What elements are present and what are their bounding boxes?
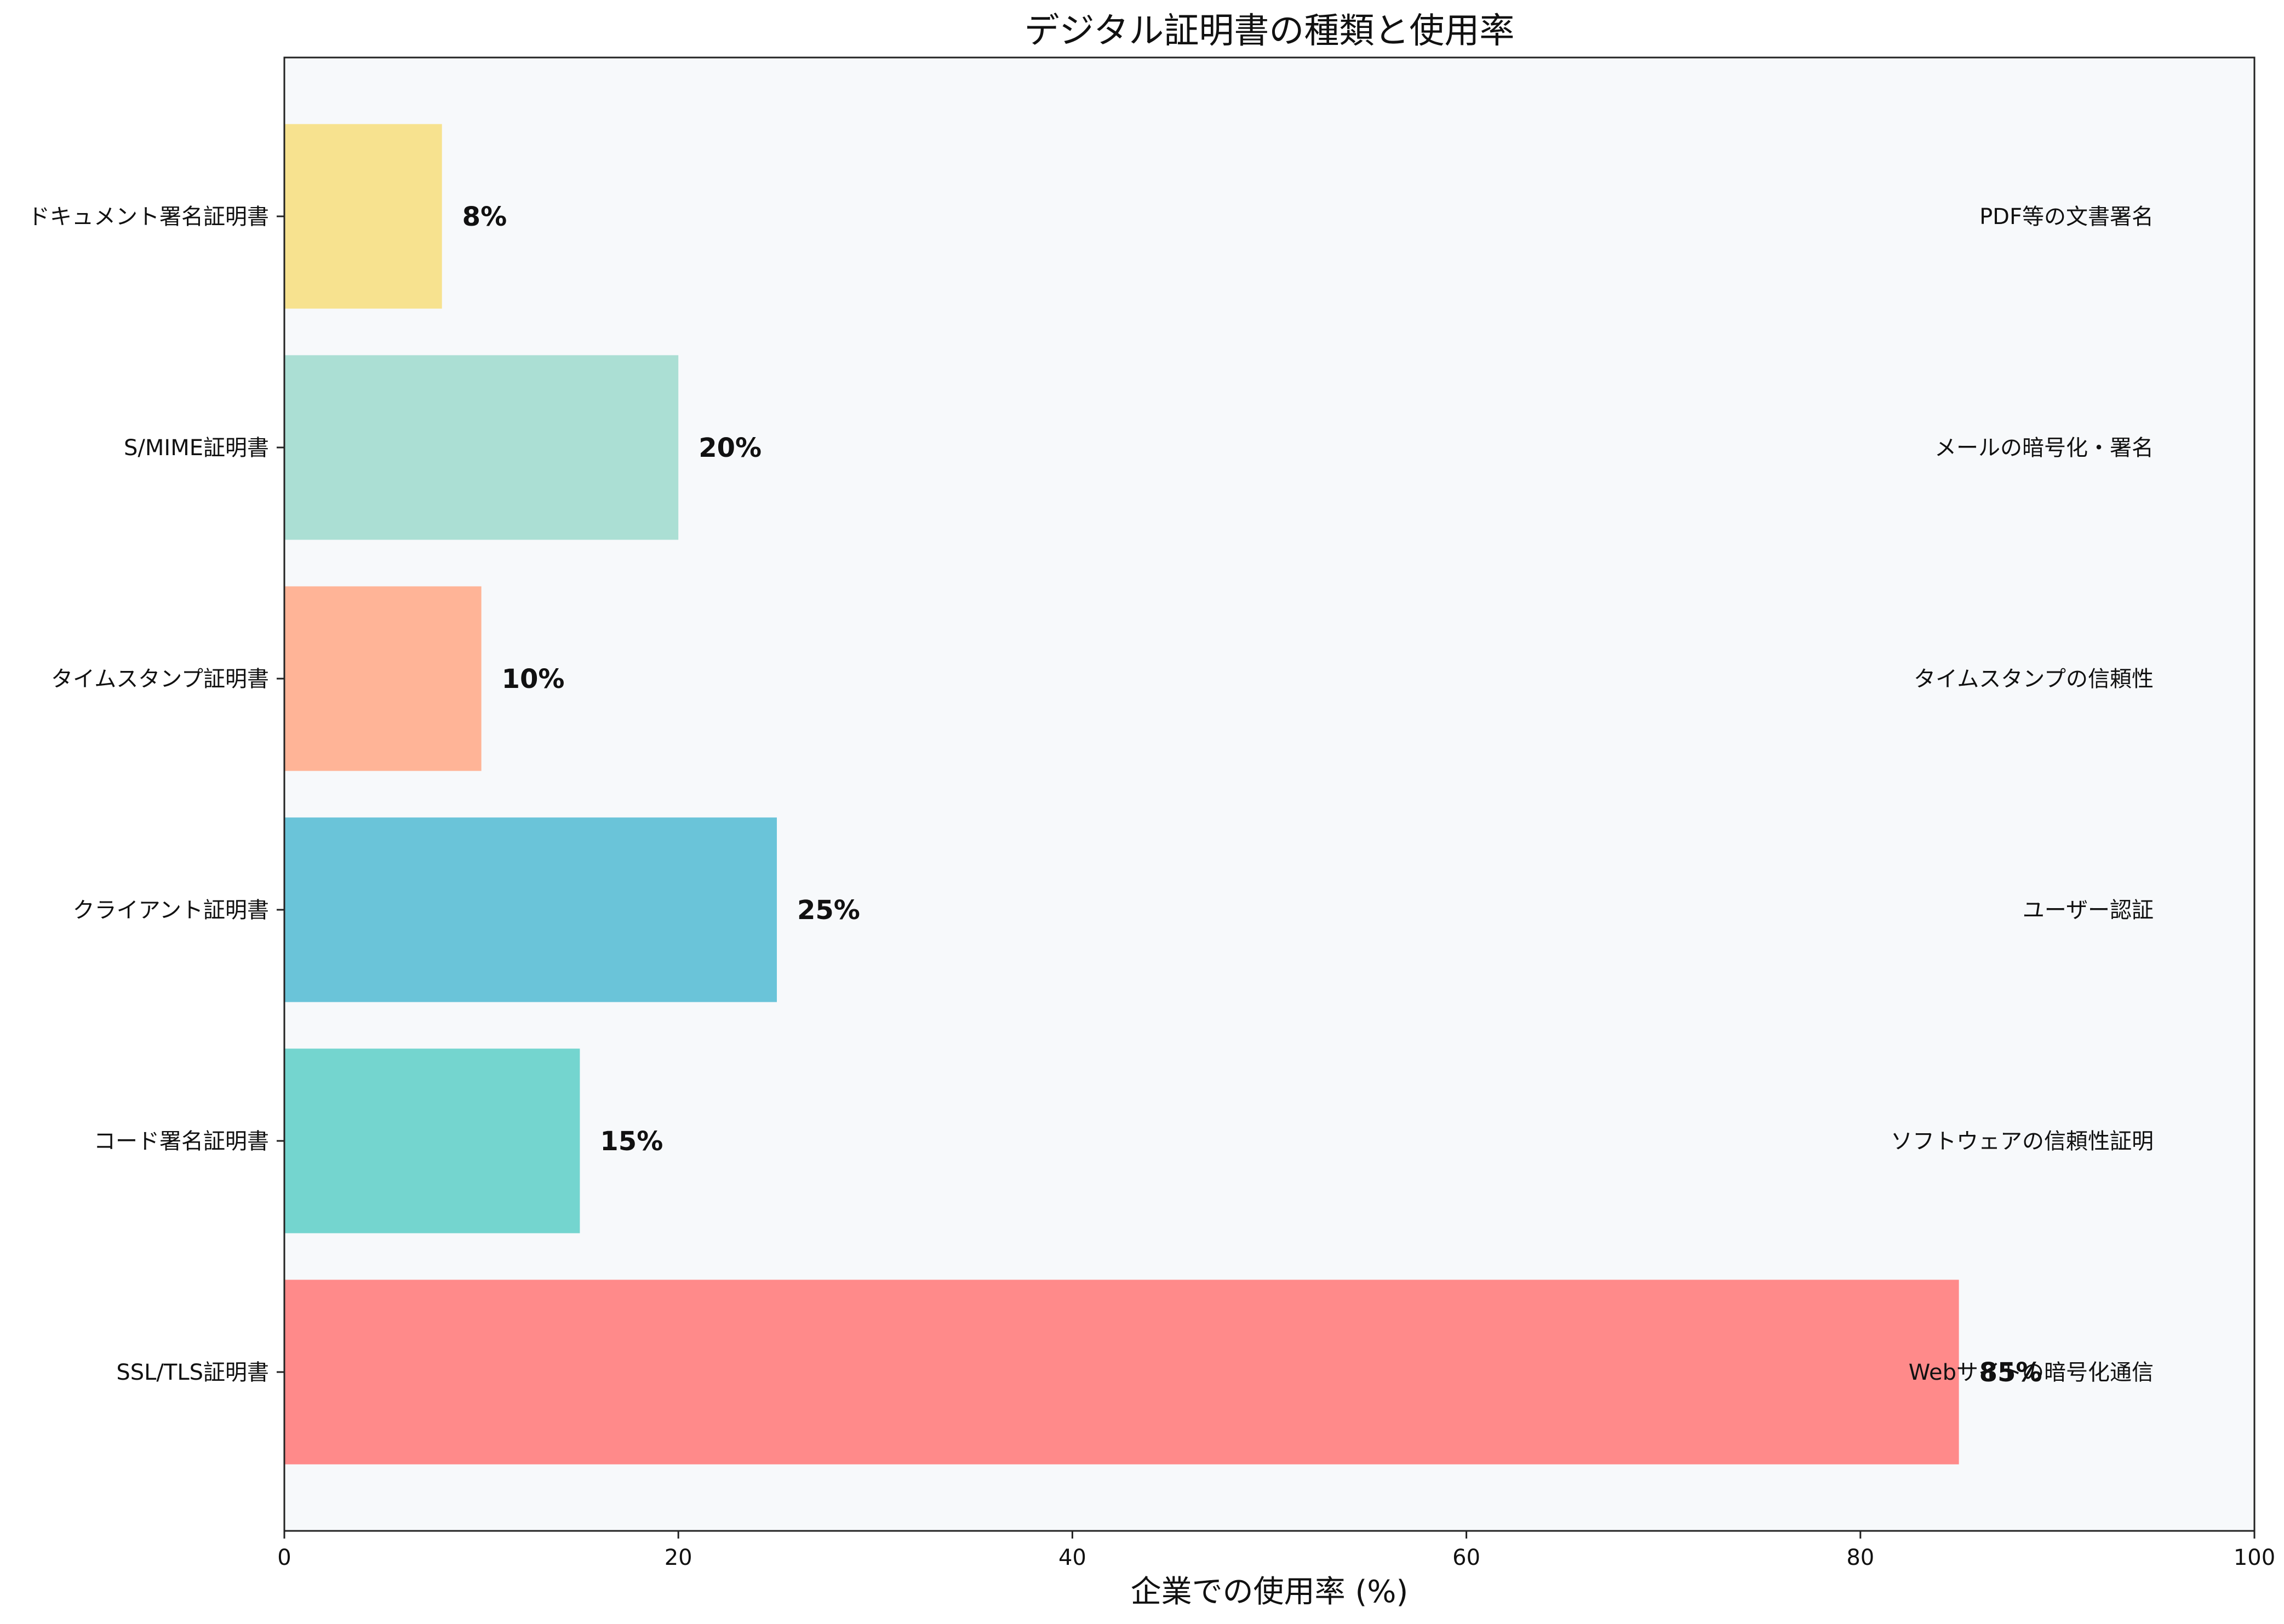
annotation: PDF等の文書署名 (1979, 204, 2154, 229)
plot-frame (283, 56, 2256, 1532)
y-tick-label: SSL/TLS証明書 (116, 1360, 269, 1385)
data-label: 10% (502, 664, 565, 695)
data-label: 8% (462, 202, 507, 232)
annotation: メールの暗号化・署名 (1934, 435, 2154, 461)
x-tick-label: 80 (1846, 1545, 1874, 1570)
annotation: タイムスタンプの信頼性 (1914, 667, 2154, 692)
data-label: 20% (699, 433, 762, 463)
annotation: ユーザー認証 (2023, 898, 2154, 923)
x-axis-label: 企業での使用率 (%) (1131, 1574, 1409, 1610)
x-tick-label: 60 (1452, 1545, 1480, 1570)
data-label: 25% (797, 895, 860, 926)
x-tick-label: 40 (1058, 1545, 1086, 1570)
y-tick-label: コード署名証明書 (94, 1129, 269, 1154)
bar (284, 1279, 1959, 1465)
bar (284, 124, 442, 309)
data-label: 85% (1979, 1357, 2042, 1388)
y-tick-label: S/MIME証明書 (124, 435, 269, 461)
annotation: ソフトウェアの信頼性証明 (1891, 1129, 2154, 1154)
bar (284, 586, 482, 771)
x-tick-label: 100 (2234, 1545, 2275, 1570)
y-tick-label: クライアント証明書 (73, 898, 269, 923)
bar (284, 355, 679, 540)
annotation: Webサイトの暗号化通信 (1909, 1360, 2154, 1385)
x-tick-label: 20 (665, 1545, 692, 1570)
bar (284, 1048, 580, 1233)
y-tick-label: ドキュメント署名証明書 (28, 204, 269, 229)
x-tick-label: 0 (277, 1545, 291, 1570)
bar (284, 817, 777, 1002)
data-label: 15% (600, 1126, 663, 1157)
chart-title: デジタル証明書の種類と使用率 (1024, 11, 1515, 51)
y-tick-label: タイムスタンプ証明書 (51, 667, 269, 692)
